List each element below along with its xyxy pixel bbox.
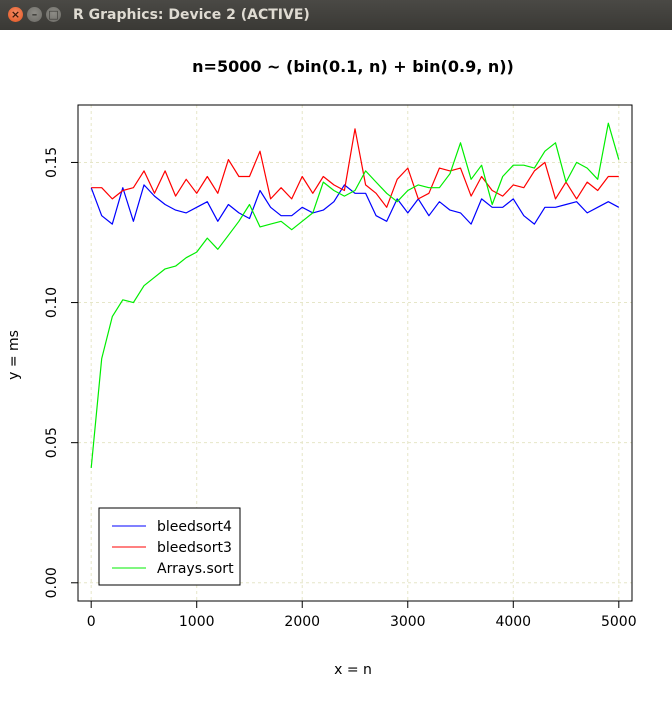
legend-label-arrays-sort: Arrays.sort xyxy=(157,561,234,577)
x-tick-label: 0 xyxy=(87,614,96,630)
maximize-icon[interactable]: □ xyxy=(46,7,61,22)
series-line-bleedsort3 xyxy=(91,128,619,208)
legend: bleedsort4 bleedsort3 Arrays.sort xyxy=(98,507,241,586)
legend-label-bleedsort4: bleedsort4 xyxy=(157,519,232,535)
plot-frame xyxy=(77,104,633,602)
x-tick-label: 1000 xyxy=(179,614,215,630)
x-tick-label: 4000 xyxy=(495,614,531,630)
y-axis-label: y = ms xyxy=(6,330,22,380)
y-tick-label: 0.15 xyxy=(44,147,60,178)
x-tick-label: 3000 xyxy=(390,614,426,630)
window-titlebar: × – □ R Graphics: Device 2 (ACTIVE) xyxy=(0,0,672,30)
y-tick-label: 0.05 xyxy=(44,427,60,458)
window-title: R Graphics: Device 2 (ACTIVE) xyxy=(73,7,310,23)
close-icon[interactable]: × xyxy=(8,7,23,22)
legend-label-bleedsort3: bleedsort3 xyxy=(157,540,232,556)
series-layer xyxy=(90,122,620,468)
x-tick-label: 5000 xyxy=(601,614,637,630)
series-line-arrays-sort xyxy=(90,122,620,468)
series-line-bleedsort4 xyxy=(90,184,620,225)
y-tick-label: 0.10 xyxy=(44,287,60,318)
minimize-icon[interactable]: – xyxy=(27,7,42,22)
chart-title: n=5000 ~ (bin(0.1, n) + bin(0.9, n)) xyxy=(192,57,514,76)
axes: 0 1000 2000 3000 4000 5000 0.00 0.05 0.10 0.15 xyxy=(44,147,637,630)
x-axis-label: x = n xyxy=(334,662,372,678)
chart-svg: 0 1000 2000 3000 4000 5000 0.00 0.05 0.10 0.15 n=… xyxy=(6,57,637,678)
x-tick-label: 2000 xyxy=(284,614,320,630)
y-tick-label: 0.00 xyxy=(44,567,60,598)
plot-area: 0 1000 2000 3000 4000 5000 0.00 0.05 0.10 0.15 n=… xyxy=(0,30,672,700)
